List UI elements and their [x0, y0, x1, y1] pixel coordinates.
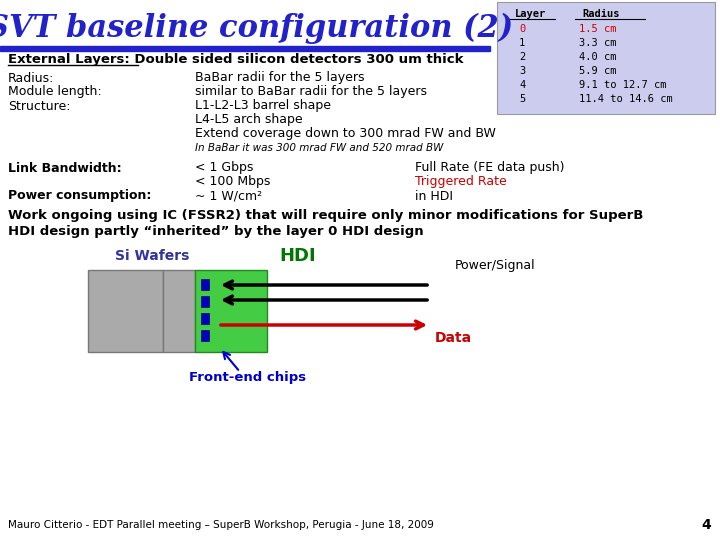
Text: similar to BaBar radii for the 5 layers: similar to BaBar radii for the 5 layers	[195, 85, 427, 98]
Text: 4: 4	[519, 80, 526, 90]
Text: 0: 0	[519, 24, 526, 34]
Text: 3.3 cm: 3.3 cm	[579, 38, 616, 48]
Text: SVT baseline configuration (2): SVT baseline configuration (2)	[0, 12, 513, 44]
Bar	[88, 270, 163, 352]
Text: 4.0 cm: 4.0 cm	[579, 52, 616, 62]
Text: ~ 1 W/cm²: ~ 1 W/cm²	[195, 190, 262, 202]
Text: 3: 3	[519, 66, 526, 76]
Text: 1.5 cm: 1.5 cm	[579, 24, 616, 34]
Text: Data: Data	[435, 331, 472, 345]
Text: Power/Signal: Power/Signal	[455, 259, 536, 272]
Text: Extend coverage down to 300 mrad FW and BW: Extend coverage down to 300 mrad FW and …	[195, 127, 496, 140]
Text: Si Wafers: Si Wafers	[114, 249, 189, 263]
Text: < 100 Mbps: < 100 Mbps	[195, 174, 271, 187]
Bar	[497, 2, 715, 114]
Text: External Layers: Double sided silicon detectors 300 um thick: External Layers: Double sided silicon de…	[8, 53, 464, 66]
Bar	[163, 270, 195, 352]
Text: Radius: Radius	[582, 9, 619, 19]
Text: Mauro Citterio - EDT Parallel meeting – SuperB Workshop, Perugia - June 18, 2009: Mauro Citterio - EDT Parallel meeting – …	[8, 520, 434, 530]
Text: HDI design partly “inherited” by the layer 0 HDI design: HDI design partly “inherited” by the lay…	[8, 225, 423, 238]
Text: 5.9 cm: 5.9 cm	[579, 66, 616, 76]
Text: 4: 4	[701, 518, 711, 532]
Text: In BaBar it was 300 mrad FW and 520 mrad BW: In BaBar it was 300 mrad FW and 520 mrad…	[195, 143, 444, 153]
Text: Full Rate (FE data push): Full Rate (FE data push)	[415, 161, 564, 174]
Text: HDI: HDI	[279, 247, 316, 265]
Text: Structure:: Structure:	[8, 99, 71, 112]
Text: L4-L5 arch shape: L4-L5 arch shape	[195, 113, 302, 126]
Text: BaBar radii for the 5 layers: BaBar radii for the 5 layers	[195, 71, 364, 84]
Bar	[195, 270, 267, 352]
Text: in HDI: in HDI	[415, 190, 453, 202]
Text: L1-L2-L3 barrel shape: L1-L2-L3 barrel shape	[195, 99, 331, 112]
Bar	[201, 279, 209, 290]
Text: 5: 5	[519, 94, 526, 104]
Bar	[201, 313, 209, 324]
Bar	[0, 46, 490, 51]
Text: 2: 2	[519, 52, 526, 62]
Text: Work ongoing using IC (FSSR2) that will require only minor modifications for Sup: Work ongoing using IC (FSSR2) that will …	[8, 210, 644, 222]
Text: Radius:: Radius:	[8, 71, 55, 84]
Text: Front-end chips: Front-end chips	[189, 372, 307, 384]
Text: Triggered Rate: Triggered Rate	[415, 174, 507, 187]
Text: 9.1 to 12.7 cm: 9.1 to 12.7 cm	[579, 80, 667, 90]
Text: < 1 Gbps: < 1 Gbps	[195, 161, 253, 174]
Text: Link Bandwidth:: Link Bandwidth:	[8, 161, 122, 174]
Text: Layer: Layer	[515, 9, 546, 19]
Text: 11.4 to 14.6 cm: 11.4 to 14.6 cm	[579, 94, 672, 104]
Text: Power consumption:: Power consumption:	[8, 190, 151, 202]
Text: Module length:: Module length:	[8, 85, 102, 98]
Text: 1: 1	[519, 38, 526, 48]
Bar	[201, 330, 209, 341]
Bar	[201, 296, 209, 307]
